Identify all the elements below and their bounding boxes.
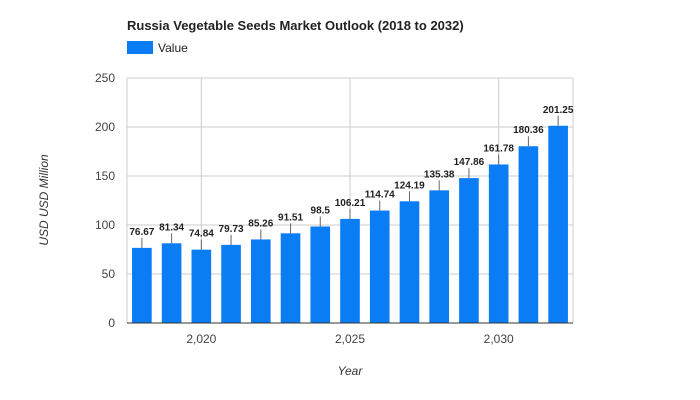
y-tick-label: 200	[95, 120, 115, 134]
bar[interactable]	[459, 178, 479, 323]
x-tick-label: 2,030	[484, 332, 514, 346]
data-label: 147.86	[454, 157, 485, 168]
legend: Value	[127, 41, 188, 55]
legend-swatch-value	[127, 41, 153, 54]
y-tick-label: 50	[102, 267, 116, 281]
bar[interactable]	[310, 226, 331, 323]
data-label: 79.73	[219, 224, 244, 235]
data-label: 161.78	[483, 143, 514, 154]
bar[interactable]	[132, 247, 152, 323]
x-tick-label: 2,025	[335, 332, 365, 346]
chart-title: Russia Vegetable Seeds Market Outlook (2…	[127, 18, 464, 33]
data-label: 91.51	[278, 212, 303, 223]
bar[interactable]	[340, 218, 360, 323]
data-label: 114.74	[365, 190, 395, 201]
bar[interactable]	[369, 210, 390, 323]
bar[interactable]	[221, 244, 241, 323]
data-label: 124.19	[394, 180, 425, 191]
data-label: 98.5	[311, 205, 331, 216]
y-tick-label: 100	[95, 218, 115, 232]
bar[interactable]	[429, 190, 450, 323]
bar[interactable]	[548, 125, 568, 324]
legend-label-value: Value	[158, 41, 188, 55]
data-label: 201.25	[543, 105, 574, 116]
bars	[132, 125, 568, 324]
data-label: 76.67	[129, 227, 154, 238]
data-labels: 76.67 81.34 74.84 79.73 85.26 91.51 98.5 106.21…	[129, 105, 574, 250]
bar[interactable]	[518, 146, 539, 323]
y-axis-title: USD USD Million	[37, 154, 51, 246]
bar[interactable]	[280, 233, 301, 323]
bar[interactable]	[191, 249, 212, 323]
data-label: 106.21	[335, 198, 366, 209]
bar[interactable]	[488, 164, 509, 323]
y-tick-label: 250	[95, 71, 115, 85]
y-tick-label: 150	[95, 169, 115, 183]
data-label: 85.26	[248, 218, 273, 229]
x-axis-title: Year	[338, 364, 364, 378]
x-axis-ticks: 2,020 2,025 2,030	[186, 332, 514, 346]
y-tick-label: 0	[108, 316, 115, 330]
y-axis-ticks: 0 50 100 150 200 250	[95, 71, 115, 330]
x-tick-label: 2,020	[186, 332, 216, 346]
data-label: 74.84	[189, 229, 214, 240]
bar[interactable]	[250, 239, 271, 323]
data-label: 135.38	[424, 169, 455, 180]
bar[interactable]	[161, 243, 182, 323]
data-label: 180.36	[513, 125, 544, 136]
bar[interactable]	[399, 201, 420, 323]
data-label: 81.34	[159, 222, 184, 233]
